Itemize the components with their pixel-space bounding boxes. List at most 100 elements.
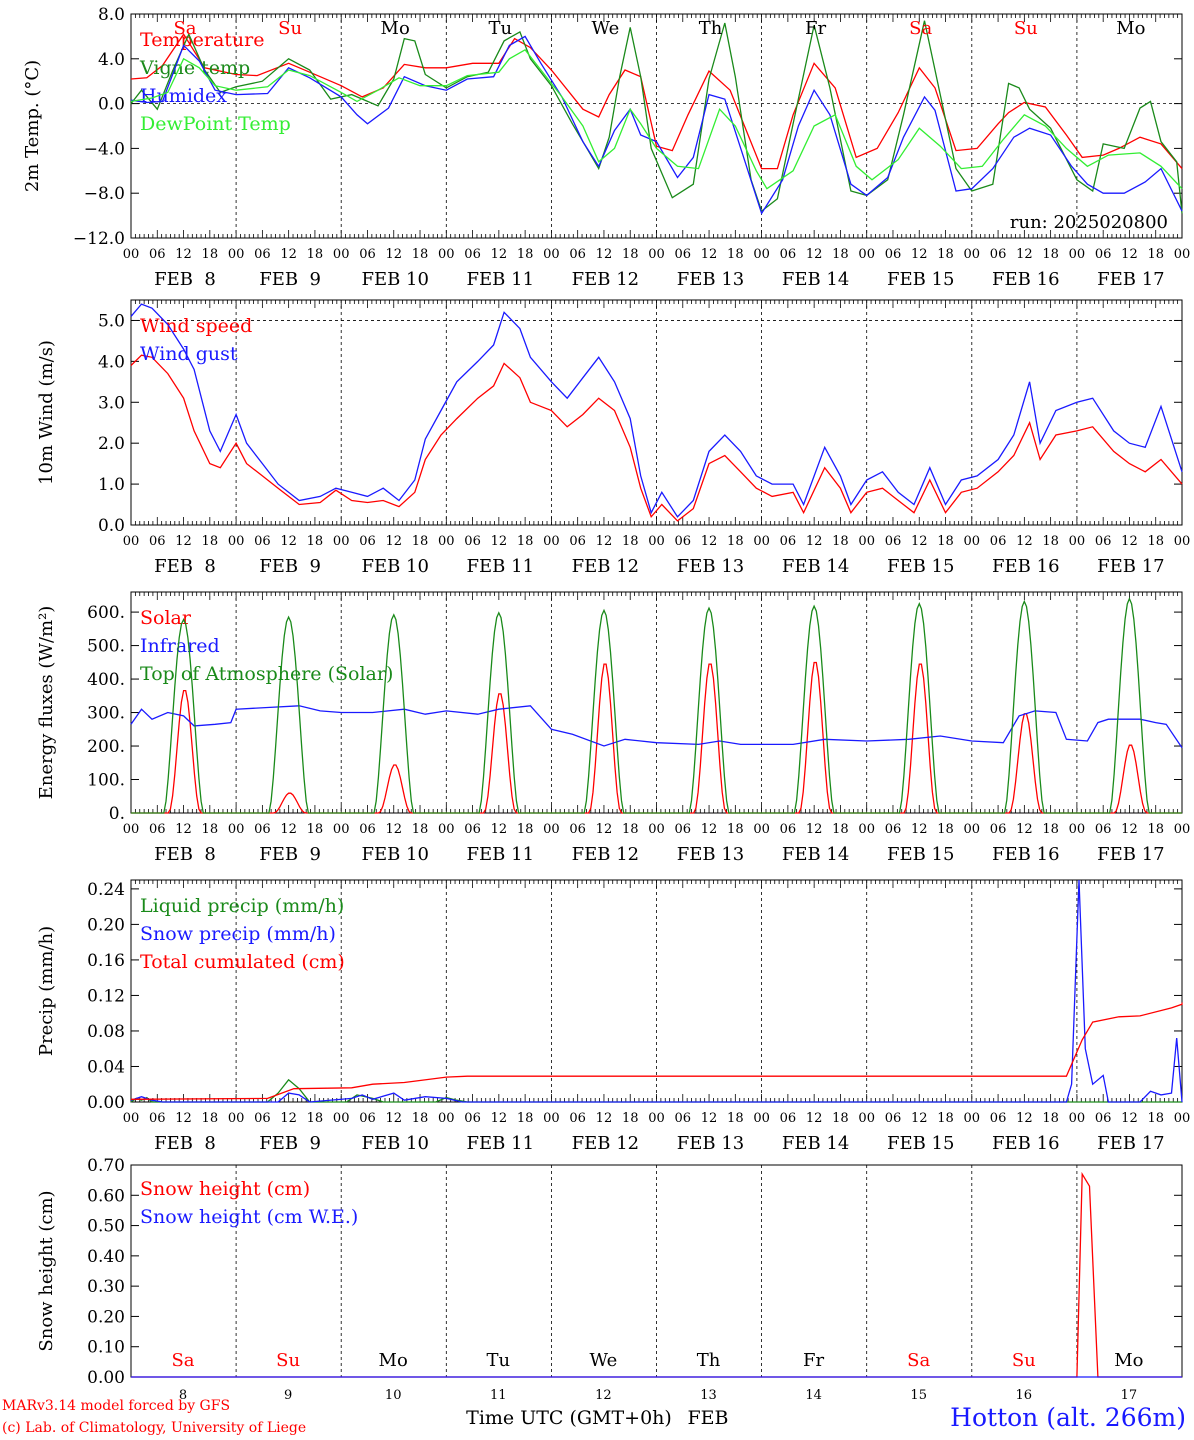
legend-entry: Snow height (cm) bbox=[140, 1178, 310, 1200]
day-number: 13 bbox=[700, 1388, 717, 1403]
hour-tick-label: 00 bbox=[333, 534, 350, 549]
weekday-label: Su bbox=[1012, 1350, 1036, 1371]
hour-tick-label: 06 bbox=[675, 534, 692, 549]
hour-tick-label: 12 bbox=[911, 534, 928, 549]
hour-tick-label: 12 bbox=[596, 534, 613, 549]
hour-tick-label: 06 bbox=[990, 822, 1007, 837]
weekday-label: Tu bbox=[488, 18, 512, 39]
day-label: FEB 13 bbox=[677, 556, 744, 577]
hour-tick-label: 18 bbox=[727, 1111, 744, 1126]
y-tick-label: 0.00 bbox=[87, 1093, 125, 1113]
hour-tick-label: 18 bbox=[307, 1111, 324, 1126]
hour-tick-label: 18 bbox=[202, 1111, 219, 1126]
weekday-label: Mo bbox=[1114, 1350, 1143, 1371]
hour-tick-label: 18 bbox=[202, 247, 219, 262]
hour-tick-label: 00 bbox=[964, 247, 981, 262]
hour-tick-label: 12 bbox=[280, 822, 297, 837]
hour-tick-label: 12 bbox=[806, 247, 823, 262]
hour-tick-label: 12 bbox=[1016, 822, 1033, 837]
day-label: FEB 12 bbox=[572, 844, 639, 865]
hour-tick-label: 18 bbox=[517, 247, 534, 262]
hour-tick-label: 18 bbox=[1042, 822, 1059, 837]
hour-tick-label: 18 bbox=[1147, 1111, 1164, 1126]
day-label: FEB 9 bbox=[259, 1133, 321, 1154]
hour-tick-label: 18 bbox=[832, 1111, 849, 1126]
weekday-label: Sa bbox=[173, 18, 196, 39]
y-tick-label: 0.30 bbox=[87, 1277, 125, 1297]
hour-tick-label: 06 bbox=[359, 1111, 376, 1126]
hour-tick-label: 00 bbox=[1174, 534, 1191, 549]
day-label: FEB 16 bbox=[992, 269, 1059, 290]
hour-tick-label: 12 bbox=[175, 1111, 192, 1126]
hour-tick-label: 00 bbox=[753, 822, 770, 837]
hour-tick-label: 00 bbox=[543, 822, 560, 837]
legend-entry: Liquid precip (mm/h) bbox=[140, 895, 344, 917]
day-number: 17 bbox=[1121, 1388, 1138, 1403]
y-tick-label: 400. bbox=[87, 670, 125, 690]
hour-tick-label: 06 bbox=[990, 247, 1007, 262]
hour-tick-label: 06 bbox=[149, 822, 166, 837]
hour-tick-label: 06 bbox=[990, 534, 1007, 549]
hour-tick-label: 00 bbox=[753, 1111, 770, 1126]
y-axis-label: 2m Temp. (°C) bbox=[22, 60, 43, 192]
weekday-label: Su bbox=[278, 18, 302, 39]
legend-entry: Wind gust bbox=[140, 343, 238, 365]
hour-tick-label: 06 bbox=[569, 1111, 586, 1126]
hour-tick-label: 12 bbox=[1016, 534, 1033, 549]
hour-tick-label: 00 bbox=[648, 534, 665, 549]
hour-tick-label: 00 bbox=[964, 822, 981, 837]
hour-tick-label: 18 bbox=[412, 822, 429, 837]
weekday-label: Sa bbox=[171, 1350, 194, 1371]
hour-tick-label: 00 bbox=[1069, 534, 1086, 549]
day-number: 11 bbox=[490, 1388, 507, 1403]
hour-tick-label: 06 bbox=[464, 1111, 481, 1126]
hour-tick-label: 00 bbox=[438, 534, 455, 549]
hour-tick-label: 06 bbox=[780, 247, 797, 262]
hour-tick-label: 12 bbox=[491, 247, 508, 262]
hour-tick-label: 00 bbox=[858, 534, 875, 549]
day-label: FEB 17 bbox=[1097, 556, 1164, 577]
hour-tick-label: 18 bbox=[202, 822, 219, 837]
day-label: FEB 13 bbox=[677, 269, 744, 290]
hour-tick-label: 18 bbox=[832, 247, 849, 262]
hour-tick-label: 00 bbox=[1174, 247, 1191, 262]
weekday-label: We bbox=[590, 1350, 618, 1371]
station-label: Hotton (alt. 266m) bbox=[950, 1403, 1186, 1432]
hour-tick-label: 00 bbox=[753, 534, 770, 549]
hour-tick-label: 12 bbox=[911, 1111, 928, 1126]
weekday-label: Th bbox=[697, 1350, 721, 1371]
hour-tick-label: 00 bbox=[543, 1111, 560, 1126]
hour-tick-label: 12 bbox=[491, 822, 508, 837]
day-label: FEB 8 bbox=[154, 844, 216, 865]
hour-tick-label: 06 bbox=[675, 1111, 692, 1126]
hour-tick-label: 00 bbox=[648, 1111, 665, 1126]
hour-tick-label: 06 bbox=[675, 247, 692, 262]
hour-tick-label: 06 bbox=[464, 534, 481, 549]
hour-tick-label: 06 bbox=[1095, 822, 1112, 837]
hour-tick-label: 06 bbox=[359, 822, 376, 837]
weekday-label: Mo bbox=[379, 1350, 408, 1371]
hour-tick-label: 12 bbox=[806, 1111, 823, 1126]
hour-tick-label: 18 bbox=[1042, 247, 1059, 262]
y-tick-label: 0.0 bbox=[98, 516, 125, 536]
series-line bbox=[130, 354, 1183, 522]
series-line bbox=[130, 35, 1183, 215]
hour-tick-label: 18 bbox=[202, 534, 219, 549]
day-label: FEB 13 bbox=[677, 1133, 744, 1154]
hour-tick-label: 00 bbox=[228, 247, 245, 262]
hour-tick-label: 12 bbox=[911, 822, 928, 837]
hour-tick-label: 06 bbox=[359, 534, 376, 549]
series-line bbox=[130, 705, 1183, 749]
hour-tick-label: 18 bbox=[622, 822, 639, 837]
hour-tick-label: 00 bbox=[438, 822, 455, 837]
day-label: FEB 10 bbox=[361, 556, 428, 577]
day-label: FEB 16 bbox=[992, 1133, 1059, 1154]
y-tick-label: −12.0 bbox=[73, 229, 125, 249]
legend-entry: Vigne temp bbox=[139, 57, 250, 79]
hour-tick-label: 06 bbox=[254, 247, 271, 262]
legend-entry: Infrared bbox=[140, 635, 220, 657]
hour-tick-label: 18 bbox=[1147, 247, 1164, 262]
hour-tick-label: 12 bbox=[596, 1111, 613, 1126]
weekday-label: Tu bbox=[486, 1350, 510, 1371]
hour-tick-label: 12 bbox=[175, 534, 192, 549]
